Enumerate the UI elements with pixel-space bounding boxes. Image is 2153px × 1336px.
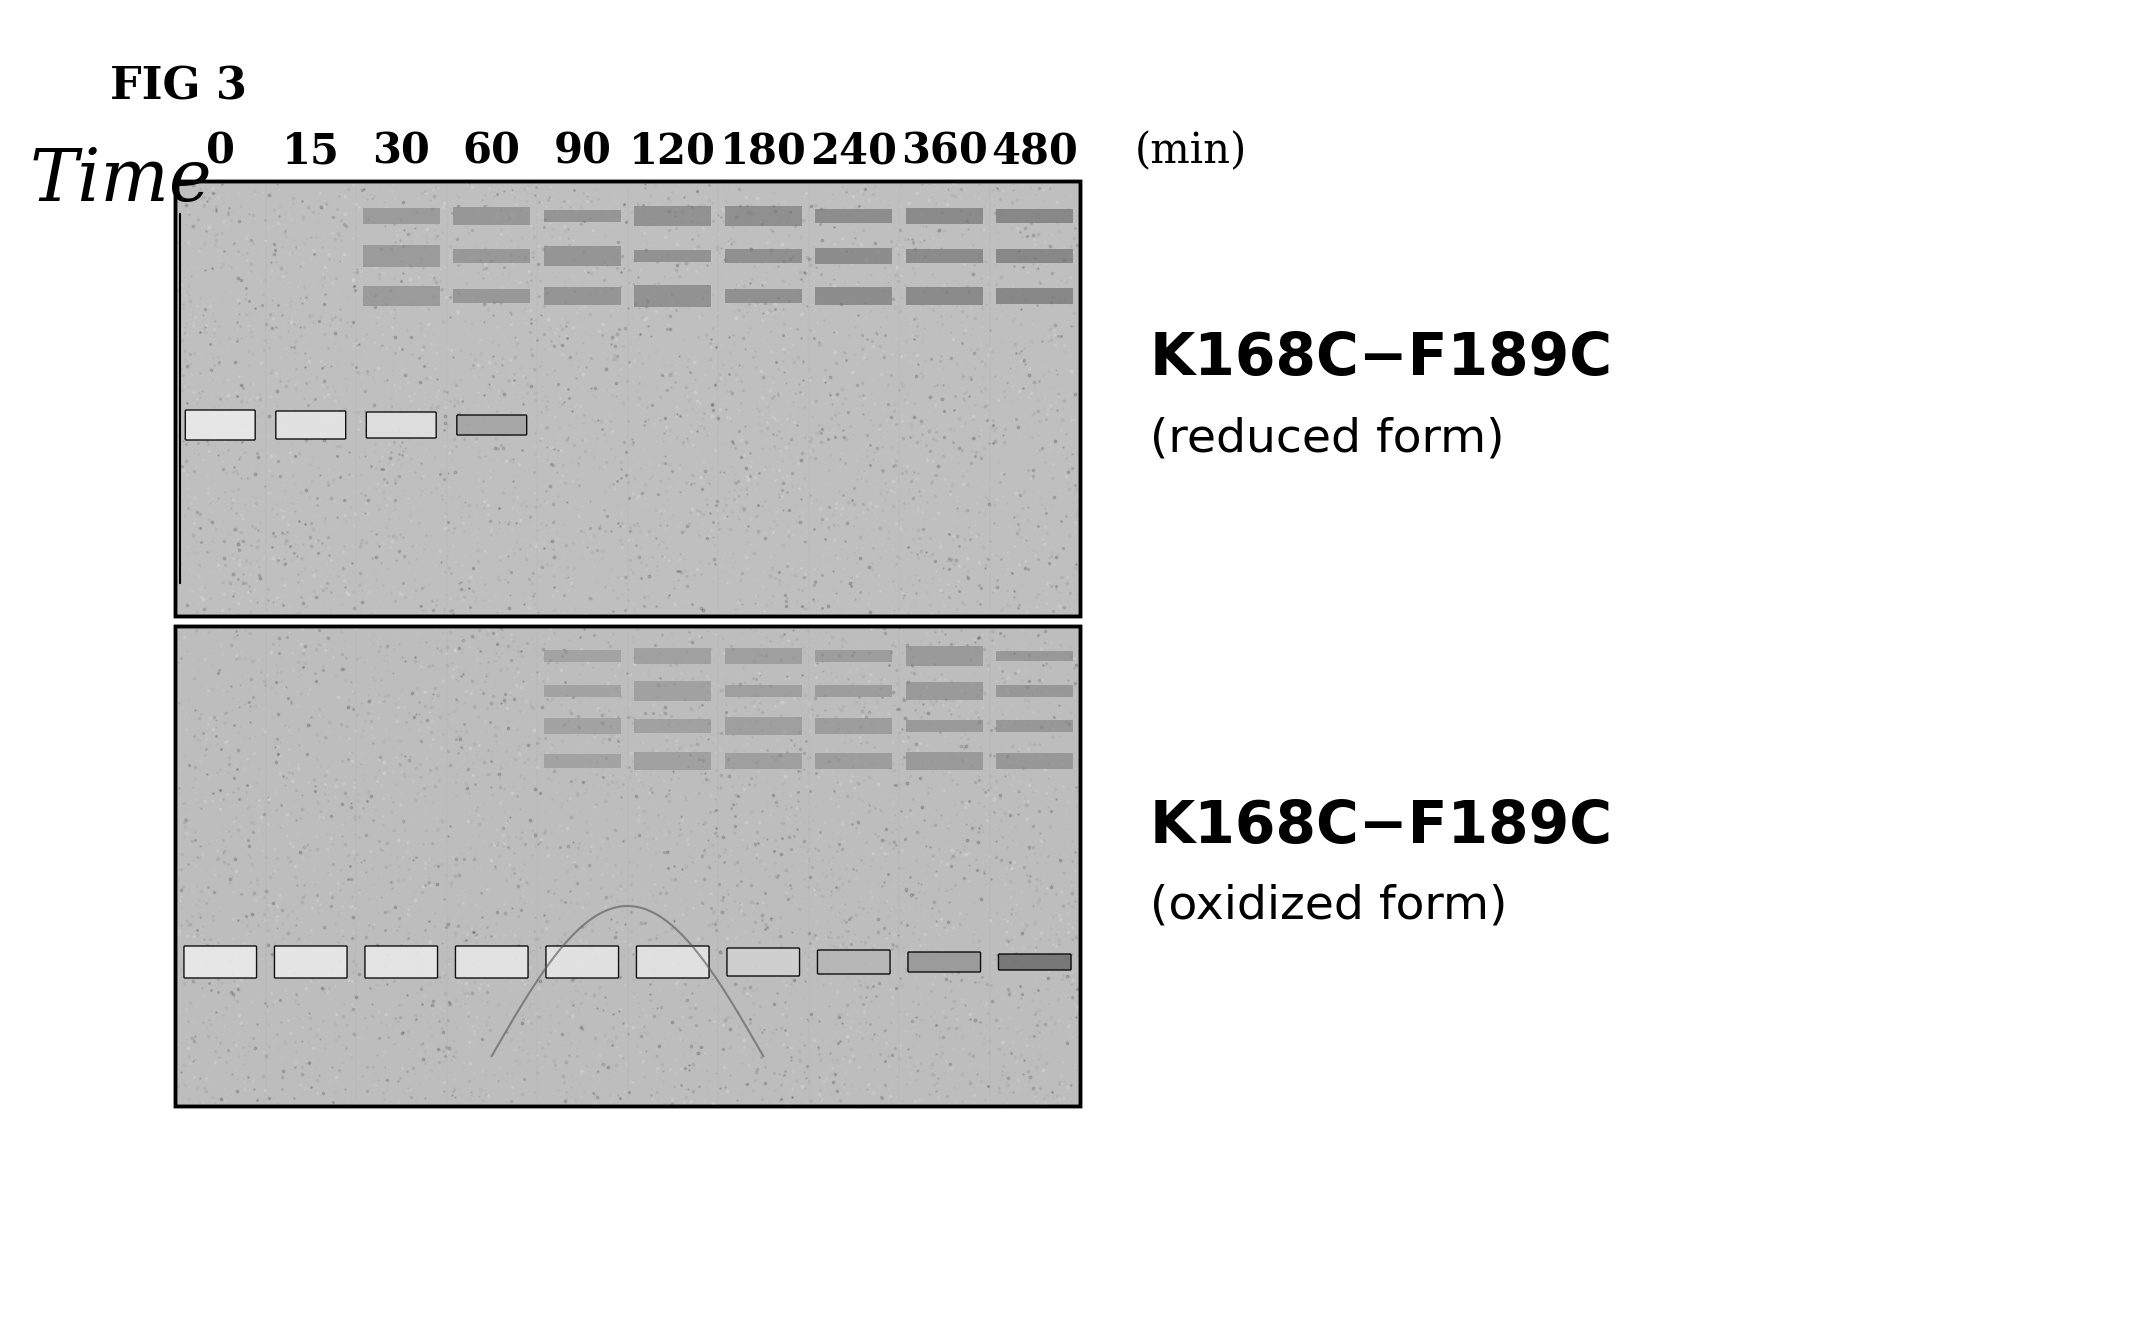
Bar — [174, 627, 1081, 1106]
Bar — [454, 207, 530, 224]
Bar — [726, 685, 801, 696]
Bar — [364, 286, 439, 306]
Bar — [816, 754, 891, 770]
Bar — [726, 206, 801, 226]
Bar — [906, 647, 982, 665]
Text: 240: 240 — [810, 130, 898, 172]
Bar — [997, 210, 1072, 223]
Bar — [726, 754, 801, 768]
Bar — [545, 685, 620, 697]
Bar — [997, 289, 1072, 303]
Text: 60: 60 — [463, 130, 521, 172]
Text: 180: 180 — [719, 130, 807, 172]
FancyBboxPatch shape — [818, 950, 889, 974]
Bar — [906, 287, 982, 305]
FancyBboxPatch shape — [999, 954, 1070, 970]
Bar — [174, 627, 1081, 1106]
FancyBboxPatch shape — [185, 410, 256, 440]
Bar — [635, 285, 710, 307]
Bar — [816, 287, 891, 305]
Bar — [816, 248, 891, 263]
FancyBboxPatch shape — [273, 946, 347, 978]
Bar — [635, 250, 710, 262]
Bar — [997, 248, 1072, 263]
Bar — [997, 754, 1072, 770]
Bar — [635, 752, 710, 771]
Text: 30: 30 — [372, 130, 431, 172]
Bar — [997, 685, 1072, 696]
FancyBboxPatch shape — [547, 946, 618, 978]
FancyBboxPatch shape — [456, 946, 527, 978]
FancyBboxPatch shape — [637, 946, 708, 978]
Text: 0: 0 — [207, 130, 235, 172]
Bar — [726, 248, 801, 263]
Text: (reduced form): (reduced form) — [1150, 415, 1505, 461]
Text: 90: 90 — [553, 130, 611, 172]
FancyBboxPatch shape — [909, 953, 980, 973]
Bar — [545, 246, 620, 266]
Bar — [635, 648, 710, 664]
Bar — [906, 208, 982, 224]
Bar — [545, 210, 620, 222]
FancyBboxPatch shape — [366, 411, 437, 438]
Bar — [635, 719, 710, 733]
Bar — [906, 720, 982, 732]
Text: Time: Time — [30, 146, 213, 216]
Text: FIG 3: FIG 3 — [110, 65, 248, 110]
FancyBboxPatch shape — [276, 411, 347, 440]
Text: (oxidized form): (oxidized form) — [1150, 883, 1507, 929]
Bar — [997, 651, 1072, 661]
Bar — [454, 289, 530, 303]
Bar — [174, 180, 1081, 616]
Bar — [635, 207, 710, 226]
Bar — [545, 717, 620, 733]
Bar — [726, 648, 801, 664]
Bar — [906, 752, 982, 770]
FancyBboxPatch shape — [366, 946, 437, 978]
Bar — [726, 289, 801, 303]
Text: 120: 120 — [629, 130, 717, 172]
Bar — [364, 208, 439, 224]
Bar — [906, 681, 982, 700]
FancyBboxPatch shape — [728, 949, 799, 977]
Bar — [174, 180, 1081, 616]
Text: 480: 480 — [990, 130, 1079, 172]
Bar — [545, 287, 620, 305]
Bar — [816, 719, 891, 733]
Bar — [545, 651, 620, 661]
Bar — [997, 720, 1072, 732]
Text: 15: 15 — [282, 130, 340, 172]
Text: K168C−F189C: K168C−F189C — [1150, 798, 1613, 855]
Bar — [906, 248, 982, 263]
Bar — [816, 208, 891, 223]
Bar — [726, 717, 801, 735]
Bar — [454, 250, 530, 263]
Bar — [816, 649, 891, 663]
Text: K168C−F189C: K168C−F189C — [1150, 330, 1613, 387]
Text: 360: 360 — [900, 130, 988, 172]
FancyBboxPatch shape — [456, 415, 527, 436]
Bar — [545, 754, 620, 768]
Bar — [364, 246, 439, 267]
FancyBboxPatch shape — [183, 946, 256, 978]
Bar — [635, 681, 710, 701]
Bar — [816, 684, 891, 697]
Text: (min): (min) — [1135, 130, 1247, 172]
